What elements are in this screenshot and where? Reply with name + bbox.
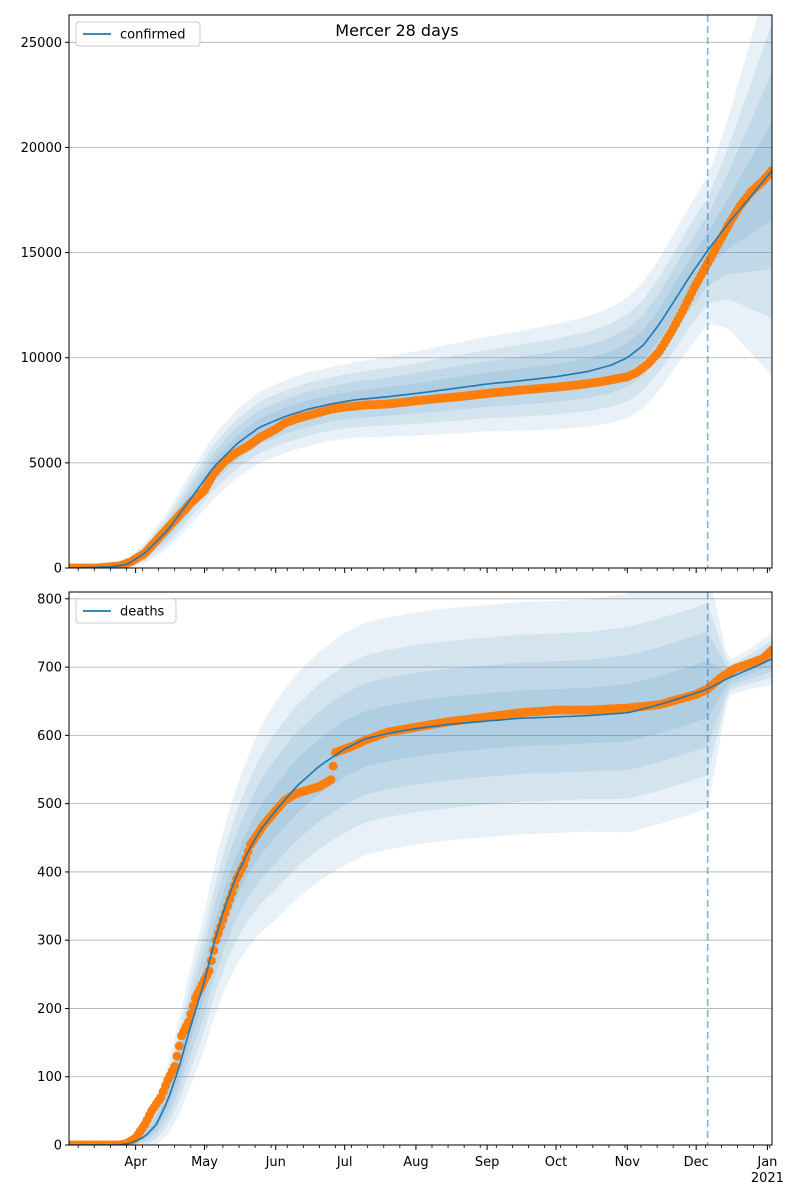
x-tick-label: Jun bbox=[265, 1155, 286, 1170]
y-tick-label: 700 bbox=[37, 661, 62, 676]
y-tick-label: 15000 bbox=[21, 246, 62, 261]
chart-title: Mercer 28 days bbox=[335, 21, 458, 40]
x-tick-label: Nov bbox=[615, 1155, 641, 1170]
panel-confirmed: 0 5000 10000 15000 20000 25000 confirmed bbox=[21, 14, 773, 577]
panel-deaths: 0 100 200 300 400 500 600 700 800 Apr May Jun Jul Aug… bbox=[37, 591, 784, 1186]
model-line bbox=[69, 170, 772, 568]
axes-frame bbox=[68, 591, 773, 1146]
y-tick-label: 10000 bbox=[21, 351, 62, 366]
legend-box bbox=[75, 598, 177, 624]
legend-box bbox=[75, 21, 201, 47]
observed-point bbox=[174, 1041, 184, 1051]
x-year-label: 2021 bbox=[751, 1171, 784, 1186]
observed-point bbox=[170, 1062, 180, 1071]
uncertainty-bands bbox=[69, 15, 772, 568]
uncertainty-band-1 bbox=[69, 592, 772, 1145]
x-tick-label: Apr bbox=[124, 1155, 147, 1170]
observed-point bbox=[767, 645, 772, 655]
y-tick-label: 0 bbox=[54, 1139, 62, 1154]
y-tick-label: 100 bbox=[37, 1070, 62, 1085]
uncertainty-band-2 bbox=[69, 602, 772, 1145]
x-tick-label: Oct bbox=[545, 1155, 567, 1170]
y-tick-label: 25000 bbox=[21, 36, 62, 51]
y-tick-label: 200 bbox=[37, 1002, 62, 1017]
y-tick-label: 20000 bbox=[21, 141, 62, 156]
observed-point bbox=[326, 775, 336, 785]
y-tick-label: 600 bbox=[37, 729, 62, 744]
model-line bbox=[69, 658, 772, 1145]
y-tick-label: 300 bbox=[37, 934, 62, 949]
uncertainty-band-3 bbox=[69, 631, 772, 1145]
x-tick-label: Sep bbox=[475, 1155, 500, 1170]
y-tick-label: 500 bbox=[37, 797, 62, 812]
uncertainty-band-1 bbox=[69, 15, 772, 568]
y-tick-label: 400 bbox=[37, 865, 62, 880]
legend-label: deaths bbox=[120, 605, 165, 620]
observed-point bbox=[172, 1051, 182, 1061]
uncertainty-bands bbox=[69, 592, 772, 1145]
x-tick-label: Jul bbox=[336, 1155, 353, 1170]
x-tick-label: Dec bbox=[684, 1155, 709, 1170]
x-tick-label: May bbox=[191, 1155, 218, 1170]
y-tick-label: 0 bbox=[54, 562, 62, 577]
observed-point bbox=[328, 761, 338, 771]
uncertainty-band-2 bbox=[69, 23, 772, 568]
x-tick-label: Aug bbox=[403, 1155, 428, 1170]
y-tick-label: 800 bbox=[37, 592, 62, 607]
observed-points bbox=[69, 166, 772, 568]
uncertainty-band-4 bbox=[69, 121, 772, 568]
legend-label: confirmed bbox=[120, 28, 186, 43]
y-tick-label: 5000 bbox=[29, 456, 62, 471]
axes-frame bbox=[68, 14, 773, 569]
uncertainty-band-4 bbox=[69, 652, 772, 1145]
x-tick-label: Jan bbox=[756, 1155, 777, 1170]
